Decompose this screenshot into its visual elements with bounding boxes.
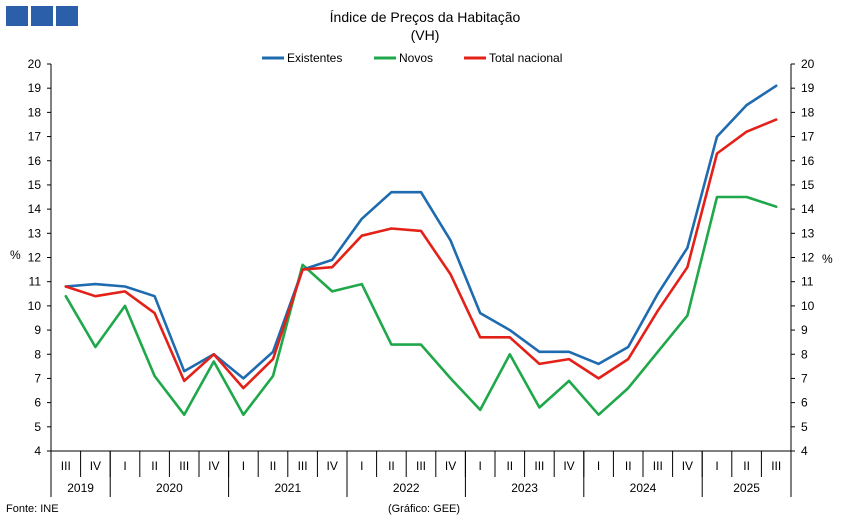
- series-line-total-nacional: [64, 118, 778, 390]
- y-tick-label-left: 9: [34, 323, 41, 337]
- x-tick-label-quarter: II: [270, 459, 277, 473]
- y-tick-label-right: 4: [801, 444, 808, 458]
- y-tick-label-left: 5: [34, 420, 41, 434]
- x-tick-label-quarter: IV: [445, 459, 456, 473]
- x-tick-label-quarter: II: [151, 459, 158, 473]
- x-tick-label-quarter: IV: [563, 459, 574, 473]
- y-tick-label-right: 9: [801, 323, 808, 337]
- x-tick-label-quarter: IV: [327, 459, 338, 473]
- y-tick-label-left: 6: [34, 396, 41, 410]
- x-tick-label-quarter: II: [506, 459, 513, 473]
- y-tick-label-right: 7: [801, 371, 808, 385]
- x-tick-label-quarter: I: [479, 459, 482, 473]
- y-tick-label-left: 11: [29, 275, 42, 289]
- y-tick-label-right: 5: [801, 420, 808, 434]
- y-tick-label-left: 14: [28, 202, 42, 216]
- y-tick-label-right: 6: [801, 396, 808, 410]
- logo-icon: [6, 6, 78, 26]
- y-tick-label-right: 19: [801, 81, 815, 95]
- x-tick-label-year: 2020: [156, 481, 183, 495]
- x-tick-label-quarter: I: [360, 459, 363, 473]
- y-tick-label-right: 10: [801, 299, 815, 313]
- x-tick-label-quarter: IV: [208, 459, 219, 473]
- x-tick-label-quarter: I: [242, 459, 245, 473]
- x-tick-label-quarter: III: [653, 459, 663, 473]
- series-lines: [64, 84, 778, 417]
- y-tick-label-right: 11: [801, 275, 814, 289]
- x-tick-label-quarter: I: [715, 459, 718, 473]
- x-tick-label-quarter: III: [298, 459, 308, 473]
- source-note: Fonte: INE: [6, 503, 59, 515]
- y-tick-label-right: 17: [801, 130, 815, 144]
- x-tick-label-quarter: IV: [682, 459, 693, 473]
- x-axis: III IV I II III IV I II III IV I II III IV I II III IV I II…: [50, 451, 792, 497]
- x-tick-label-year: 2024: [630, 481, 657, 495]
- x-tick-label-year: 2022: [393, 481, 420, 495]
- y-tick-label-left: 8: [34, 347, 41, 361]
- x-tick-label-quarter: III: [61, 459, 71, 473]
- legend-label: Existentes: [287, 51, 342, 65]
- y-tick-label-right: 20: [801, 57, 815, 71]
- x-tick-label-quarter: III: [179, 459, 189, 473]
- y-tick-label-left: 19: [28, 81, 42, 95]
- x-tick-label-quarter: II: [743, 459, 750, 473]
- y-tick-label-left: 15: [28, 178, 42, 192]
- y-axis-label-right: %: [822, 252, 833, 266]
- chart-subtitle: (VH): [411, 27, 440, 43]
- x-tick-label-quarter: III: [534, 459, 544, 473]
- y-tick-label-right: 16: [801, 154, 815, 168]
- x-tick-label-year: 2019: [67, 481, 94, 495]
- y-tick-label-right: 8: [801, 347, 808, 361]
- legend-label: Novos: [399, 51, 433, 65]
- y-tick-label-left: 20: [28, 57, 42, 71]
- y-tick-label-left: 12: [28, 251, 42, 265]
- y-tick-label-left: 7: [34, 371, 41, 385]
- x-tick-label-quarter: I: [123, 459, 126, 473]
- y-tick-label-left: 4: [34, 444, 41, 458]
- y-tick-label-right: 14: [801, 202, 815, 216]
- x-tick-label-year: 2023: [511, 481, 538, 495]
- y-axis-left: 4 5 6 7 8 9 10 11 12 13 14 15 16 17 18 19 20: [28, 57, 51, 458]
- x-tick-label-quarter: II: [388, 459, 395, 473]
- x-tick-label-quarter: II: [625, 459, 632, 473]
- y-tick-label-right: 13: [801, 226, 815, 240]
- y-tick-label-right: 12: [801, 251, 815, 265]
- y-tick-label-left: 18: [28, 105, 42, 119]
- y-tick-label-right: 15: [801, 178, 815, 192]
- x-tick-label-quarter: IV: [90, 459, 101, 473]
- legend: Existentes Novos Total nacional: [262, 51, 562, 65]
- credit-note: (Gráfico: GEE): [388, 503, 460, 515]
- y-tick-label-left: 17: [28, 130, 42, 144]
- series-line-novos: [64, 195, 778, 417]
- x-tick-label-year: 2025: [733, 481, 760, 495]
- x-tick-label-quarter: I: [597, 459, 600, 473]
- y-tick-label-right: 18: [801, 105, 815, 119]
- x-tick-label-year: 2021: [274, 481, 301, 495]
- y-tick-label-left: 13: [28, 226, 42, 240]
- legend-label: Total nacional: [489, 51, 562, 65]
- x-tick-label-quarter: III: [771, 459, 781, 473]
- y-axis-label-left: %: [10, 248, 21, 262]
- chart-title: Índice de Preços da Habitação: [330, 9, 521, 25]
- y-axis-right: 4 5 6 7 8 9 10 11 12 13 14 15 16 17 18 19 20: [791, 57, 815, 458]
- y-tick-label-left: 10: [28, 299, 42, 313]
- y-tick-label-left: 16: [28, 154, 42, 168]
- x-tick-label-quarter: III: [416, 459, 426, 473]
